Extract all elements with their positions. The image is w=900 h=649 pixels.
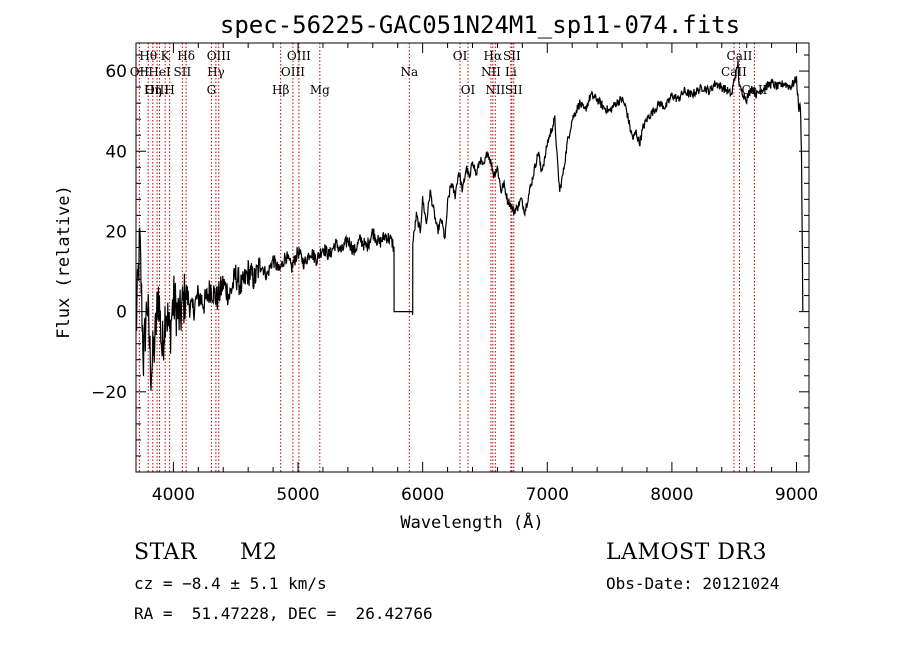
x-tick-label-5000: 5000 <box>276 485 319 505</box>
line-label-11: G <box>207 83 217 97</box>
coordinates-text: RA = 51.47228, DEC = 26.42766 <box>134 604 433 623</box>
line-label-25: CaII <box>727 49 753 63</box>
x-tick-label-9000: 9000 <box>775 485 818 505</box>
axis-ticks <box>136 43 809 472</box>
y-tick-label-20: 20 <box>105 222 127 242</box>
line-label-12: OIII <box>287 49 311 63</box>
obs-date-text: Obs-Date: 20121024 <box>606 574 780 593</box>
line-label-15: Mg <box>310 83 330 97</box>
line-label-2: OIII <box>145 83 169 97</box>
x-tick-label-6000: 6000 <box>401 485 444 505</box>
line-label-10: Hγ <box>207 65 225 79</box>
x-axis-label: Wavelength (Å) <box>400 511 543 533</box>
spectrum-chart: spec-56225-GAC051N24M1_sp11-074.fits Hθ O… <box>54 11 818 533</box>
line-label-20: NII <box>481 65 501 79</box>
plot-frame <box>135 42 810 473</box>
line-label-21: NII <box>485 83 505 97</box>
line-label-14: Hβ <box>272 83 289 97</box>
line-label-22: SII <box>503 49 521 63</box>
object-subclass: M2 <box>240 540 278 565</box>
y-axis-label: Flux (relative) <box>54 185 74 339</box>
redshift-text: cz = −8.4 ± 5.1 km/s <box>134 574 327 593</box>
survey-name: LAMOST DR3 <box>606 540 767 565</box>
line-label-23: Li <box>505 65 517 79</box>
spectrum-series-line <box>135 60 804 391</box>
line-label-6: SII <box>174 65 192 79</box>
axis-tick-labels: 4000 5000 6000 7000 8000 9000 −20 0 20 40 60 <box>91 62 818 505</box>
y-tick-label-60: 60 <box>105 62 127 82</box>
y-tick-label-40: 40 <box>105 142 127 162</box>
line-label-7: H <box>164 83 174 97</box>
line-label-3: K <box>161 49 171 63</box>
x-tick-label-4000: 4000 <box>152 485 195 505</box>
y-tick-label--20: −20 <box>91 383 127 403</box>
object-class: STAR <box>134 540 197 565</box>
chart-title: spec-56225-GAC051N24M1_sp11-074.fits <box>220 11 740 39</box>
line-label-24: SII <box>505 83 523 97</box>
line-label-13: OIII <box>281 65 305 79</box>
line-label-1: OII <box>130 65 150 79</box>
line-label-18: OI <box>461 83 476 97</box>
x-tick-label-7000: 7000 <box>526 485 569 505</box>
line-label-8: Hδ <box>177 49 195 63</box>
line-label-9: OIII <box>207 49 231 63</box>
x-tick-label-8000: 8000 <box>650 485 693 505</box>
line-label-16: Na <box>400 65 418 79</box>
line-label-26: CaII <box>721 65 747 79</box>
line-label-5: Hη <box>144 83 162 97</box>
y-tick-label-0: 0 <box>116 303 127 323</box>
line-label-0: Hθ <box>139 49 157 63</box>
line-label-4: HeI <box>148 65 171 79</box>
line-label-19: Hα <box>484 49 503 63</box>
line-label-17: OI <box>453 49 468 63</box>
